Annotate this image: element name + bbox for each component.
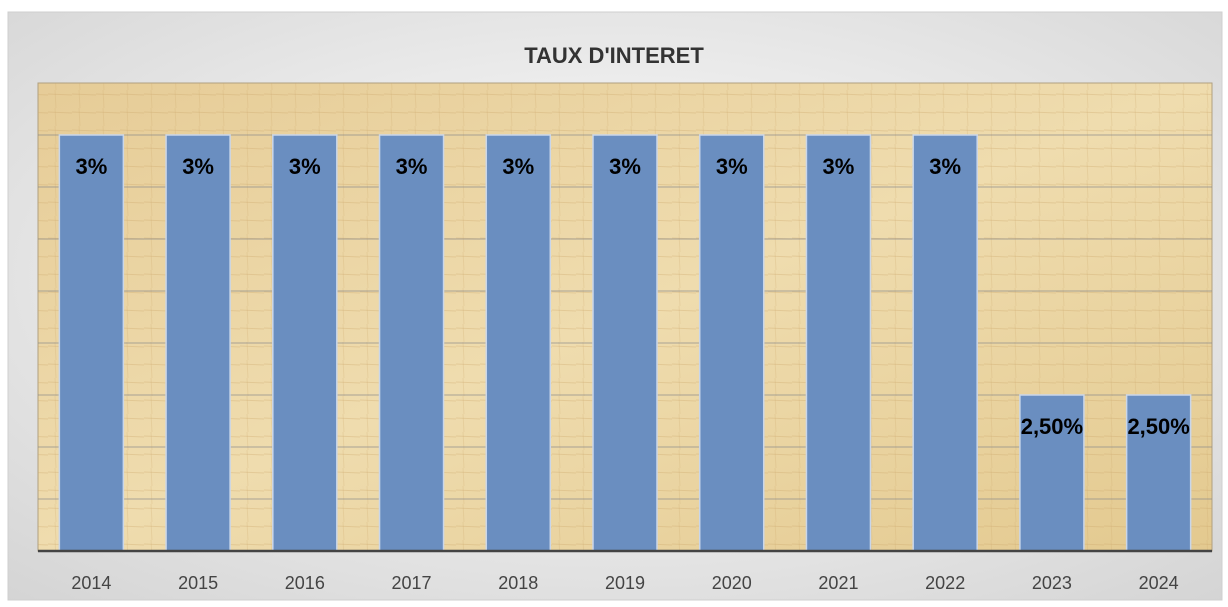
x-tick-label: 2024 bbox=[1139, 573, 1179, 593]
x-tick-label: 2020 bbox=[712, 573, 752, 593]
x-tick-label: 2017 bbox=[392, 573, 432, 593]
bar bbox=[1125, 394, 1192, 552]
data-label: 3% bbox=[502, 154, 534, 179]
x-tick-label: 2023 bbox=[1032, 573, 1072, 593]
x-tick-label: 2021 bbox=[818, 573, 858, 593]
bar bbox=[805, 134, 872, 552]
data-label: 3% bbox=[929, 154, 961, 179]
bar bbox=[912, 134, 978, 552]
data-label: 3% bbox=[823, 154, 855, 179]
bar bbox=[165, 134, 231, 552]
data-label: 3% bbox=[396, 154, 428, 179]
chart-title: TAUX D'INTERET bbox=[524, 43, 704, 68]
bar bbox=[1019, 394, 1085, 552]
data-label: 2,50% bbox=[1127, 414, 1189, 439]
data-label: 3% bbox=[716, 154, 748, 179]
x-tick-label: 2018 bbox=[498, 573, 538, 593]
bar bbox=[592, 134, 658, 552]
bar bbox=[698, 134, 765, 552]
x-tick-label: 2019 bbox=[605, 573, 645, 593]
data-label: 2,50% bbox=[1021, 414, 1083, 439]
bar bbox=[485, 134, 552, 552]
data-label: 3% bbox=[289, 154, 321, 179]
bar bbox=[272, 134, 338, 552]
data-label: 3% bbox=[75, 154, 107, 179]
data-label: 3% bbox=[609, 154, 641, 179]
x-tick-label: 2022 bbox=[925, 573, 965, 593]
data-label: 3% bbox=[182, 154, 214, 179]
bar bbox=[58, 134, 125, 552]
x-tick-label: 2014 bbox=[71, 573, 111, 593]
x-tick-label: 2015 bbox=[178, 573, 218, 593]
bar bbox=[378, 134, 445, 552]
x-tick-label: 2016 bbox=[285, 573, 325, 593]
